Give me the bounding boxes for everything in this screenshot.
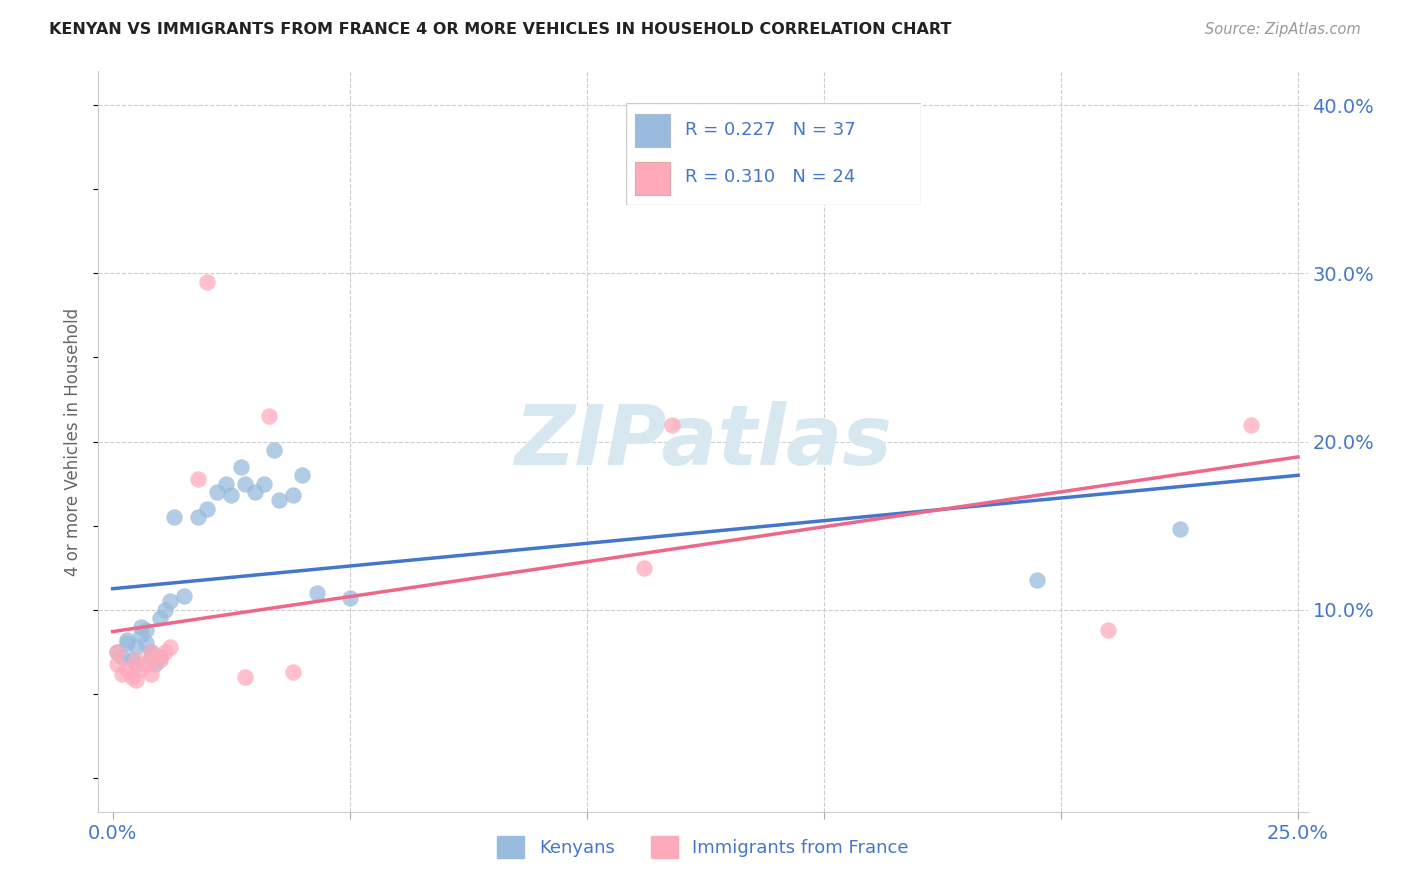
Point xyxy=(305,586,328,600)
Point xyxy=(139,645,162,659)
Point xyxy=(129,662,152,676)
Point xyxy=(215,476,238,491)
Point xyxy=(125,653,148,667)
Point xyxy=(159,594,181,608)
Point xyxy=(129,619,152,633)
Point xyxy=(121,670,143,684)
Point xyxy=(125,673,148,688)
Point xyxy=(197,275,219,289)
Point xyxy=(253,476,276,491)
Point xyxy=(105,645,128,659)
Point xyxy=(111,649,134,664)
Point xyxy=(153,603,176,617)
Point xyxy=(1026,573,1049,587)
Point xyxy=(205,485,228,500)
Point xyxy=(243,485,266,500)
Point xyxy=(187,510,209,524)
Point xyxy=(235,476,257,491)
Point xyxy=(143,649,166,664)
Point xyxy=(115,636,138,650)
Point xyxy=(163,510,186,524)
Point xyxy=(263,442,285,457)
Point xyxy=(139,666,162,681)
Point xyxy=(339,591,361,605)
Point xyxy=(111,666,134,681)
Point xyxy=(105,657,128,671)
Point xyxy=(219,488,242,502)
Point xyxy=(149,653,172,667)
Point xyxy=(229,459,252,474)
Point xyxy=(135,636,157,650)
Point xyxy=(187,471,209,485)
Point xyxy=(281,665,304,679)
Point xyxy=(633,560,655,574)
Point xyxy=(197,501,219,516)
Point xyxy=(139,645,162,659)
Point xyxy=(125,657,148,671)
FancyBboxPatch shape xyxy=(626,103,921,205)
Point xyxy=(105,645,128,659)
Text: ZIPatlas: ZIPatlas xyxy=(515,401,891,482)
Point xyxy=(661,417,683,432)
Point xyxy=(115,662,138,676)
Text: R = 0.310   N = 24: R = 0.310 N = 24 xyxy=(685,169,855,186)
Point xyxy=(1168,522,1191,536)
Point xyxy=(149,611,172,625)
Point xyxy=(153,645,176,659)
Point xyxy=(125,640,148,654)
Point xyxy=(1097,623,1119,637)
Text: R = 0.227   N = 37: R = 0.227 N = 37 xyxy=(685,121,855,139)
FancyBboxPatch shape xyxy=(634,114,669,146)
Point xyxy=(235,670,257,684)
Point xyxy=(143,657,166,671)
Point xyxy=(129,628,152,642)
Y-axis label: 4 or more Vehicles in Household: 4 or more Vehicles in Household xyxy=(65,308,83,575)
Point xyxy=(257,409,280,424)
Point xyxy=(149,649,172,664)
Point xyxy=(115,633,138,648)
Point xyxy=(281,488,304,502)
Point xyxy=(121,653,143,667)
Text: KENYAN VS IMMIGRANTS FROM FRANCE 4 OR MORE VEHICLES IN HOUSEHOLD CORRELATION CHA: KENYAN VS IMMIGRANTS FROM FRANCE 4 OR MO… xyxy=(49,22,952,37)
Point xyxy=(173,590,195,604)
Point xyxy=(291,468,314,483)
Text: Source: ZipAtlas.com: Source: ZipAtlas.com xyxy=(1205,22,1361,37)
FancyBboxPatch shape xyxy=(634,162,669,194)
Point xyxy=(135,623,157,637)
Point xyxy=(135,657,157,671)
Point xyxy=(1240,417,1263,432)
Point xyxy=(267,493,290,508)
Point xyxy=(159,640,181,654)
Legend: Kenyans, Immigrants from France: Kenyans, Immigrants from France xyxy=(491,830,915,865)
Point xyxy=(139,649,162,664)
